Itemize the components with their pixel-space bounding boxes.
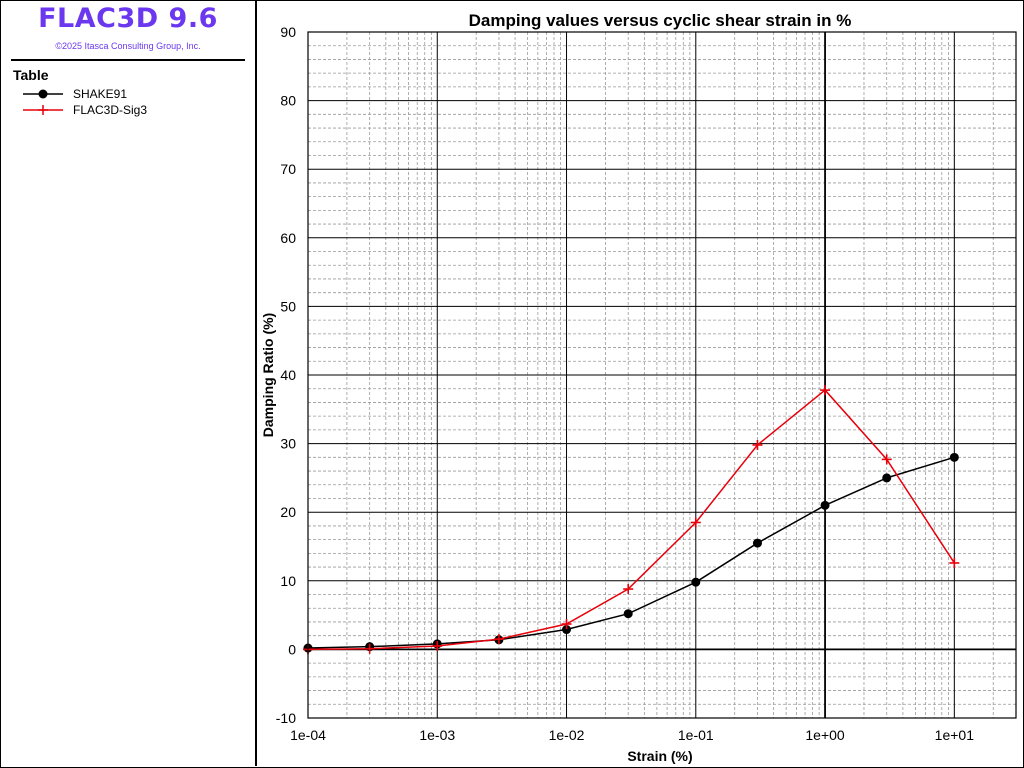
data-point-shake91 xyxy=(623,609,633,619)
data-point-shake91 xyxy=(949,452,959,462)
data-point-shake91 xyxy=(752,538,762,548)
data-point-shake91 xyxy=(820,500,830,510)
legend-panel: FLAC3D 9.6 ©2025 Itasca Consulting Group… xyxy=(1,1,257,766)
major-grid xyxy=(307,31,1016,719)
data-point-shake91 xyxy=(691,577,701,587)
data-point-flac3d-sig3 xyxy=(881,454,892,465)
data-point-flac3d-sig3 xyxy=(561,619,572,630)
y-tick-label: 40 xyxy=(280,367,296,383)
y-tick-label: 20 xyxy=(280,504,296,520)
y-tick-label: 30 xyxy=(280,436,296,452)
x-axis-title: Strain (%) xyxy=(627,748,692,764)
data-point-flac3d-sig3 xyxy=(949,557,960,568)
axes-layer xyxy=(307,31,1017,719)
data-point-flac3d-sig3 xyxy=(432,640,443,651)
y-tick-label: 70 xyxy=(280,161,296,177)
y-tick-label: 90 xyxy=(280,24,296,40)
legend-heading: Table xyxy=(13,67,49,83)
y-axis-title: Damping Ratio (%) xyxy=(260,313,276,437)
series-layer xyxy=(303,385,960,655)
y-tick-label: 60 xyxy=(280,230,296,246)
x-tick-label: 1e+00 xyxy=(805,727,845,743)
series-line-shake91 xyxy=(307,456,955,649)
plus-marker-icon xyxy=(23,105,63,115)
y-tick-label: 50 xyxy=(280,298,296,314)
data-point-flac3d-sig3 xyxy=(820,385,831,396)
x-tick-label: 1e-03 xyxy=(419,727,455,743)
data-point-shake91 xyxy=(882,473,892,483)
data-point-flac3d-sig3 xyxy=(623,584,634,595)
legend-label: SHAKE91 xyxy=(73,87,128,101)
x-tick-label: 1e-04 xyxy=(290,727,326,743)
data-point-flac3d-sig3 xyxy=(493,634,504,645)
labels-layer: 1e-04 1e-03 1e-02 1e-01 1e+00 1e+01 -10 0 10 20 30… xyxy=(276,24,974,743)
circle-marker-icon xyxy=(23,89,63,99)
y-tick-label: -10 xyxy=(276,710,296,726)
data-point-flac3d-sig3 xyxy=(364,643,375,654)
y-tick-label: 10 xyxy=(280,573,296,589)
copyright-text: ©2025 Itasca Consulting Group, Inc. xyxy=(55,41,201,51)
data-point-flac3d-sig3 xyxy=(752,439,763,450)
app-title: FLAC3D 9.6 xyxy=(38,3,218,34)
data-point-flac3d-sig3 xyxy=(690,517,701,528)
legend-label: FLAC3D-Sig3 xyxy=(73,103,148,117)
y-tick-label: 80 xyxy=(280,93,296,109)
data-point-shake91 xyxy=(562,625,572,635)
x-tick-label: 1e+01 xyxy=(935,727,975,743)
plot-border xyxy=(307,31,1017,719)
y-tick-label: 0 xyxy=(288,641,296,657)
x-tick-label: 1e-01 xyxy=(678,727,714,743)
chart-title: Damping values versus cyclic shear strai… xyxy=(469,11,852,30)
title-divider xyxy=(11,59,245,61)
x-tick-label: 1e-02 xyxy=(549,727,585,743)
